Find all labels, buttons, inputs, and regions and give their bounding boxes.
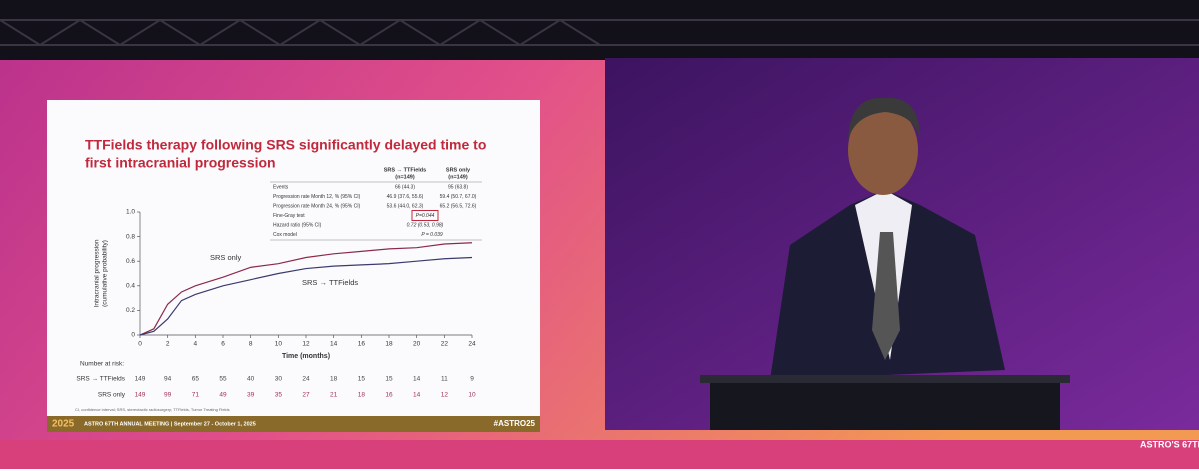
table-cell: 65.2 (56.5, 72.6) xyxy=(440,203,477,209)
y-tick-label: 0.6 xyxy=(126,258,135,265)
x-tick-label: 20 xyxy=(413,341,421,348)
km-curve xyxy=(139,256,473,336)
table-row-label: Events xyxy=(273,184,289,190)
podium xyxy=(710,380,1060,430)
at-risk-value: 11 xyxy=(441,376,448,383)
x-tick-label: 14 xyxy=(330,341,338,348)
x-tick-label: 12 xyxy=(302,341,310,348)
table-cell: P = 0.039 xyxy=(421,232,443,238)
x-tick-label: 0 xyxy=(138,341,142,348)
x-tick-label: 18 xyxy=(385,341,393,348)
at-risk-value: 40 xyxy=(247,376,255,383)
footer-bar xyxy=(47,416,540,432)
at-risk-value: 14 xyxy=(413,392,421,399)
highlight-box xyxy=(411,210,439,221)
at-risk-label: SRS only xyxy=(98,392,126,399)
at-risk-value: 94 xyxy=(164,376,172,383)
at-risk-value: 16 xyxy=(385,392,393,399)
at-risk-value: 9 xyxy=(470,376,474,383)
at-risk-value: 14 xyxy=(413,376,421,383)
truss xyxy=(0,0,1199,60)
at-risk-value: 21 xyxy=(330,392,338,399)
table-row-label: Progression rate Month 24, % (95% CI) xyxy=(273,203,361,209)
x-tick-label: 22 xyxy=(441,341,449,348)
at-risk-value: 35 xyxy=(275,392,283,399)
x-tick-label: 2 xyxy=(166,341,170,348)
truss-lines xyxy=(0,18,1199,47)
table-header: SRS → TTFields xyxy=(384,167,426,173)
x-tick-label: 6 xyxy=(221,341,225,348)
table-cell: 95 (63.8) xyxy=(448,184,468,190)
curve-label: SRS → TTFields xyxy=(302,278,358,287)
curve-label: SRS only xyxy=(210,253,242,262)
speaker-tie xyxy=(872,232,900,360)
at-risk-value: 149 xyxy=(135,392,146,399)
at-risk-value: 27 xyxy=(302,392,310,399)
y-tick-label: 0.4 xyxy=(126,283,135,290)
table-row-label: Hazard ratio (95% CI) xyxy=(273,222,322,228)
at-risk-value: 15 xyxy=(385,376,393,383)
table-header: (n=149) xyxy=(395,174,415,180)
at-risk-value: 24 xyxy=(302,376,310,383)
at-risk-value: 99 xyxy=(164,392,172,399)
x-tick-label: 4 xyxy=(194,341,198,348)
at-risk-value: 71 xyxy=(192,392,200,399)
at-risk-label: SRS → TTFields xyxy=(76,376,125,383)
at-risk-value: 15 xyxy=(358,376,366,383)
speaker-hair xyxy=(848,97,920,140)
screen-caption: ASTRO'S 67TH A xyxy=(1140,439,1199,449)
stage-edge xyxy=(0,440,1199,469)
at-risk-value: 12 xyxy=(441,392,449,399)
table-cell: 53.6 (44.0, 62.3) xyxy=(387,203,424,209)
footer-text: ASTRO 67TH ANNUAL MEETING | September 27… xyxy=(84,421,256,427)
x-tick-label: 8 xyxy=(249,341,253,348)
x-tick-label: 16 xyxy=(358,341,366,348)
at-risk-value: 55 xyxy=(219,376,227,383)
speaker-head xyxy=(848,105,918,195)
at-risk-value: 18 xyxy=(330,376,338,383)
footer-logo: 2025 xyxy=(52,419,75,430)
slide-title: first intracranial progression xyxy=(85,155,276,171)
table-cell: 46.9 (37.6, 55.6) xyxy=(387,194,424,200)
at-risk-value: 49 xyxy=(219,392,227,399)
y-tick-label: 0.2 xyxy=(126,307,135,314)
at-risk-value: 65 xyxy=(192,376,200,383)
at-risk-value: 149 xyxy=(135,376,146,383)
slide xyxy=(47,100,540,432)
y-axis-label: (cumulative probability) xyxy=(102,240,109,307)
km-curve xyxy=(139,242,473,336)
table-row-label: Cox model xyxy=(273,232,297,238)
table-header: (n=149) xyxy=(448,174,468,180)
y-tick-label: 0 xyxy=(131,332,135,339)
table-cell: 0.72 (0.53, 0.98) xyxy=(407,222,444,228)
table-header: SRS only xyxy=(446,167,471,173)
y-tick-label: 1.0 xyxy=(126,209,135,216)
at-risk-value: 39 xyxy=(247,392,255,399)
x-axis-label: Time (months) xyxy=(282,353,330,360)
footer-tag: #ASTRO25 xyxy=(494,419,536,428)
at-risk-value: 18 xyxy=(358,392,366,399)
slide-title: TTFields therapy following SRS significa… xyxy=(85,137,486,153)
table-row-label: Fine-Gray test xyxy=(273,213,305,219)
table-cell: 66 (44.3) xyxy=(395,184,415,190)
table-cell: P=0.044 xyxy=(416,213,435,219)
table-row-label: Progression rate Month 12, % (95% CI) xyxy=(273,194,361,200)
x-tick-label: 24 xyxy=(468,341,476,348)
podium-top xyxy=(700,375,1070,383)
x-tick-label: 10 xyxy=(275,341,283,348)
at-risk-value: 10 xyxy=(468,392,476,399)
at-risk-value: 30 xyxy=(275,376,283,383)
footnote: CI, confidence interval; SRS, stereotact… xyxy=(75,407,230,412)
at-risk-title: Number at risk: xyxy=(80,361,124,368)
y-axis-label: Intracranial progression xyxy=(94,239,101,307)
table-cell: 59.4 (50.7, 67.0) xyxy=(440,194,477,200)
y-tick-label: 0.8 xyxy=(126,233,135,240)
